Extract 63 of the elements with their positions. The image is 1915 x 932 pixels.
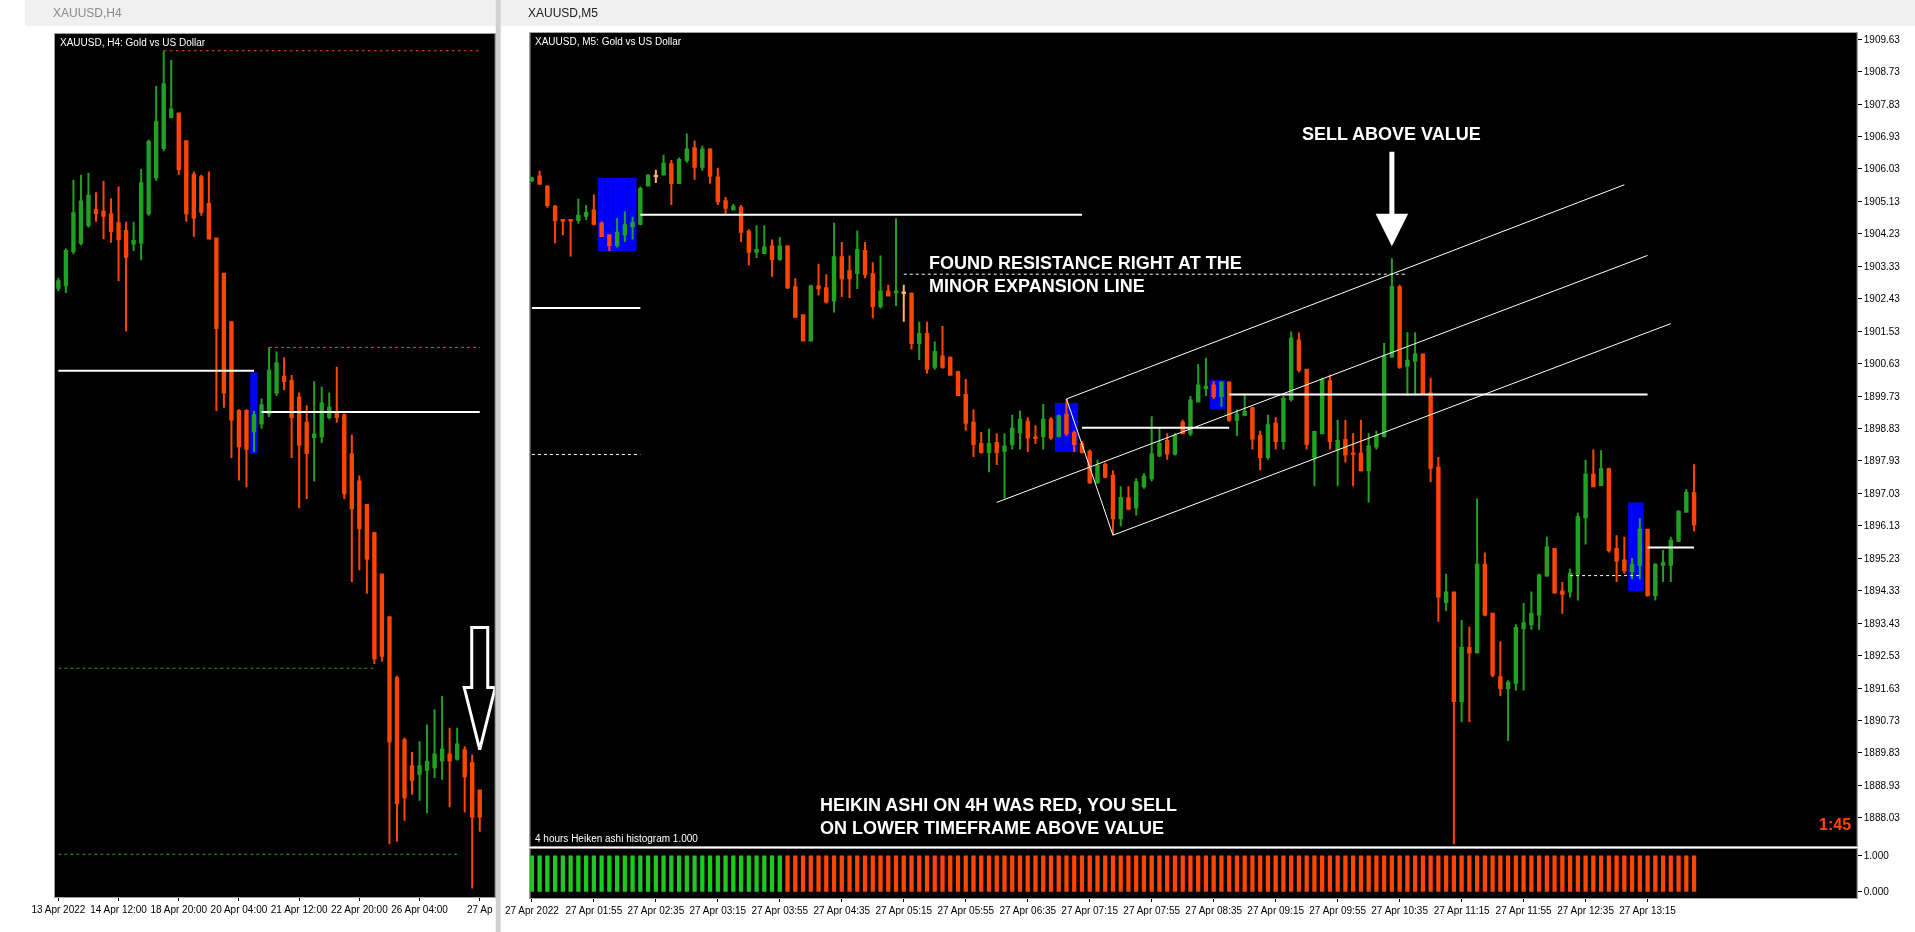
- chart-subtitle: XAUUSD, H4: Gold vs US Dollar: [60, 37, 206, 48]
- annotation: 1:45: [1819, 816, 1852, 833]
- x-tick-label: 27 Apr 07:15: [1061, 905, 1119, 916]
- x-tick-label: 27 Apr 06:35: [999, 905, 1057, 916]
- y-tick-label: 1892.53: [1863, 650, 1901, 662]
- x-tick-label: 27 Apr 09:55: [1309, 905, 1367, 916]
- x-tick-label: 27 Apr 2022: [504, 905, 560, 916]
- x-tick-label: 27 Apr 03:55: [751, 905, 809, 916]
- x-tick-label: 26 Apr 04:00: [391, 904, 449, 915]
- y-tick-label: 1890.73: [1863, 715, 1901, 727]
- x-tick-label: 27 Apr 12:35: [1557, 905, 1615, 916]
- x-tick-label: 27 Apr 05:55: [937, 905, 995, 916]
- y-tick-label: 1893.43: [1863, 617, 1901, 629]
- x-tick-label: 27 Apr 11:15: [1433, 905, 1491, 916]
- y-tick-label: 1898.83: [1863, 423, 1901, 434]
- y-tick-label: 1908.73: [1863, 66, 1901, 78]
- y-tick-label: 1897.93: [1863, 455, 1901, 467]
- chart-title: XAUUSD,M5: [528, 6, 599, 20]
- y-tick-label: 1.000: [1863, 850, 1890, 862]
- y-tick-label: 1888.93: [1863, 779, 1901, 791]
- chart-title: XAUUSD,H4: [53, 6, 123, 20]
- x-tick-label: 27 Apr 01:55: [565, 905, 623, 916]
- x-tick-label: 27 Ap: [466, 904, 493, 915]
- x-tick-label: 27 Apr 09:15: [1247, 905, 1305, 916]
- y-tick-label: 1899.73: [1863, 390, 1901, 402]
- y-tick-label: 1896.13: [1863, 520, 1901, 532]
- y-tick-label: 1902.43: [1863, 293, 1901, 305]
- y-tick-label: 1906.03: [1863, 163, 1901, 175]
- y-tick-label: 1901.53: [1863, 325, 1901, 337]
- chart-title: 4 hours Heiken ashi histogram 1.000: [535, 833, 699, 844]
- x-tick-label: 27 Apr 08:35: [1185, 905, 1243, 916]
- y-tick-label: 1895.23: [1863, 552, 1901, 564]
- y-tick-label: 1897.03: [1863, 487, 1901, 499]
- annotation: HEIKIN ASHI ON 4H WAS RED, YOU SELL ON LOWER TIMEFRAME ABOVE VALUE: [820, 795, 1178, 839]
- y-tick-label: 1889.83: [1863, 747, 1901, 759]
- x-tick-label: 14 Apr 12:00: [90, 904, 148, 915]
- y-tick-label: 1888.03: [1863, 812, 1901, 824]
- y-tick-label: 1907.83: [1863, 98, 1901, 110]
- y-tick-label: 1891.63: [1863, 682, 1901, 694]
- x-tick-label: 27 Apr 02:35: [627, 905, 685, 916]
- x-tick-label: 21 Apr 12:00: [270, 904, 328, 915]
- y-tick-label: 1903.33: [1863, 260, 1901, 272]
- annotation: FOUND RESISTANCE RIGHT AT THE MINOR EXPANSION LINE: [929, 253, 1242, 297]
- x-tick-label: 27 Apr 05:15: [875, 905, 933, 916]
- y-tick-label: 0.000: [1863, 886, 1890, 898]
- y-tick-label: 1905.13: [1863, 195, 1901, 207]
- x-tick-label: 18 Apr 20:00: [150, 904, 208, 915]
- chart-subtitle: XAUUSD, M5: Gold vs US Dollar: [535, 36, 682, 47]
- x-tick-label: 27 Apr 07:55: [1123, 905, 1181, 916]
- x-tick-label: 27 Apr 11:55: [1495, 905, 1553, 916]
- x-tick-label: 27 Apr 10:35: [1371, 905, 1429, 916]
- y-tick-label: 1904.23: [1863, 228, 1901, 240]
- annotation: SELL ABOVE VALUE: [1302, 124, 1481, 144]
- y-tick-label: 1906.93: [1863, 130, 1901, 142]
- y-tick-label: 1900.63: [1863, 358, 1901, 370]
- y-tick-label: 1909.63: [1863, 33, 1901, 45]
- x-tick-label: 27 Apr 04:35: [813, 905, 871, 916]
- x-tick-label: 27 Apr 03:15: [689, 905, 747, 916]
- y-tick-label: 1894.33: [1863, 585, 1901, 597]
- x-tick-label: 27 Apr 13:15: [1619, 905, 1677, 916]
- x-tick-label: 13 Apr 2022: [31, 904, 86, 915]
- x-tick-label: 22 Apr 20:00: [330, 904, 389, 915]
- x-tick-label: 20 Apr 04:00: [210, 904, 268, 915]
